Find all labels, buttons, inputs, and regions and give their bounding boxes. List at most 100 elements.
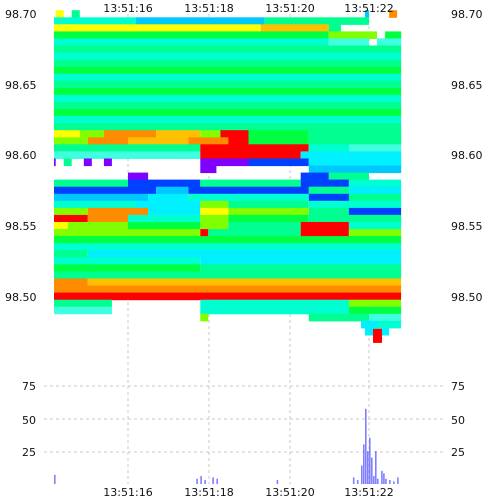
volume-bar	[212, 477, 214, 484]
right-price-tick-label: 98.70	[451, 8, 483, 21]
right-price-tick-label: 98.55	[451, 220, 483, 233]
heatmap-cell	[54, 292, 402, 301]
heatmap-cell	[200, 222, 229, 230]
volume-bar	[367, 451, 369, 484]
heatmap-cell	[308, 158, 402, 167]
heatmap-cell	[200, 179, 301, 188]
heatmap-cell	[208, 229, 301, 237]
right-price-tick-label: 98.65	[451, 79, 483, 92]
volume-bar	[361, 465, 363, 484]
heatmap-cell	[54, 200, 136, 209]
volume-bar	[200, 476, 202, 484]
heatmap-cell	[369, 313, 402, 322]
heatmap-cell	[67, 222, 129, 230]
volume-bar	[393, 481, 395, 484]
volume-bar	[196, 478, 198, 484]
heatmap-cell	[328, 172, 369, 181]
volume-bar	[54, 474, 56, 484]
volume-bars	[54, 408, 399, 484]
heatmap-cell	[348, 207, 402, 216]
heatmap-cell	[248, 158, 309, 167]
right-price-tick-label: 98.50	[451, 291, 483, 304]
volume-bar	[352, 477, 355, 484]
heatmap-cell	[87, 137, 128, 145]
bottom-x-tick-label: 13:51:18	[184, 486, 233, 499]
heatmap-cell	[365, 10, 369, 18]
heatmap-cell	[54, 102, 402, 110]
top-x-tick-label: 13:51:18	[184, 2, 233, 15]
heatmap-cell	[54, 94, 402, 103]
heatmap-cell	[228, 222, 301, 230]
heatmap-cell	[308, 186, 349, 195]
heatmap-cell	[156, 130, 201, 138]
heatmap-cell	[200, 130, 221, 138]
heatmap-cell	[79, 130, 104, 138]
heatmap-cell	[228, 137, 249, 145]
heatmap-cell	[54, 31, 329, 39]
heatmap-cell	[300, 229, 349, 237]
heatmap-cell	[54, 116, 402, 124]
heatmap-cell	[200, 257, 402, 265]
heatmap-cell	[260, 24, 329, 32]
heatmap-cell	[300, 151, 402, 159]
heatmap-cell	[54, 38, 329, 46]
right-volume-tick-label: 25	[451, 446, 465, 459]
volume-bar	[383, 473, 385, 484]
left-volume-tick-label: 50	[22, 414, 36, 427]
heatmap-cell	[377, 320, 402, 329]
heatmap-cell	[228, 200, 309, 209]
heatmap-cell	[54, 306, 112, 315]
heatmap-cell	[148, 193, 189, 202]
heatmap-cell	[300, 179, 349, 188]
heatmap-cell	[200, 158, 249, 167]
heatmap-cell	[54, 243, 402, 251]
heatmap-cell	[54, 207, 88, 216]
heatmap-cell	[348, 186, 402, 195]
heatmap-cell	[348, 299, 402, 308]
heatmap-cell	[54, 229, 201, 237]
heatmap-cell	[308, 200, 402, 209]
heatmap-cell	[54, 24, 261, 32]
top-x-tick-label: 13:51:16	[103, 2, 152, 15]
heatmap-cell	[361, 320, 378, 329]
heatmap-cell	[200, 313, 209, 322]
heatmap-cell	[54, 45, 402, 54]
heatmap-cell	[103, 130, 157, 138]
heatmap-cell	[348, 193, 402, 202]
heatmap-cell	[248, 130, 309, 138]
heatmap-cell	[54, 137, 88, 145]
volume-bar	[356, 480, 359, 484]
heatmap-cell	[348, 229, 402, 237]
heatmap-cell	[308, 144, 349, 152]
volume-bar	[397, 477, 399, 484]
heatmap-cell	[389, 10, 398, 18]
heatmap-cell	[308, 193, 349, 202]
left-volume-tick-label: 25	[22, 446, 36, 459]
heatmap-cell	[87, 214, 128, 223]
heatmap-cell	[348, 179, 402, 188]
heatmap-cell	[54, 186, 157, 195]
heatmap-cell	[128, 214, 201, 223]
heatmap-cell	[308, 130, 402, 138]
volume-bar	[381, 470, 383, 484]
heatmap-cell	[54, 66, 402, 75]
heatmap-cell	[385, 31, 402, 39]
heatmap-cell	[87, 207, 149, 216]
heatmap-cell	[63, 158, 72, 167]
heatmap-cell	[200, 200, 229, 209]
heatmap-cells	[54, 10, 402, 343]
heatmap-cell	[200, 264, 402, 272]
heatmap-cell	[188, 137, 229, 145]
heatmap-cell	[128, 179, 201, 188]
heatmap-cell	[200, 165, 217, 174]
heatmap-cell	[348, 222, 402, 230]
heatmap-cell	[188, 186, 309, 195]
bottom-x-tick-label: 13:51:22	[344, 486, 393, 499]
heatmap-cell	[54, 80, 402, 89]
right-volume-tick-label: 75	[451, 380, 465, 393]
volume-bar	[389, 480, 391, 484]
heatmap-cell	[136, 200, 201, 209]
left-price-tick-label: 98.60	[5, 149, 37, 162]
volume-bar	[377, 478, 379, 484]
heatmap-cell	[54, 151, 201, 159]
